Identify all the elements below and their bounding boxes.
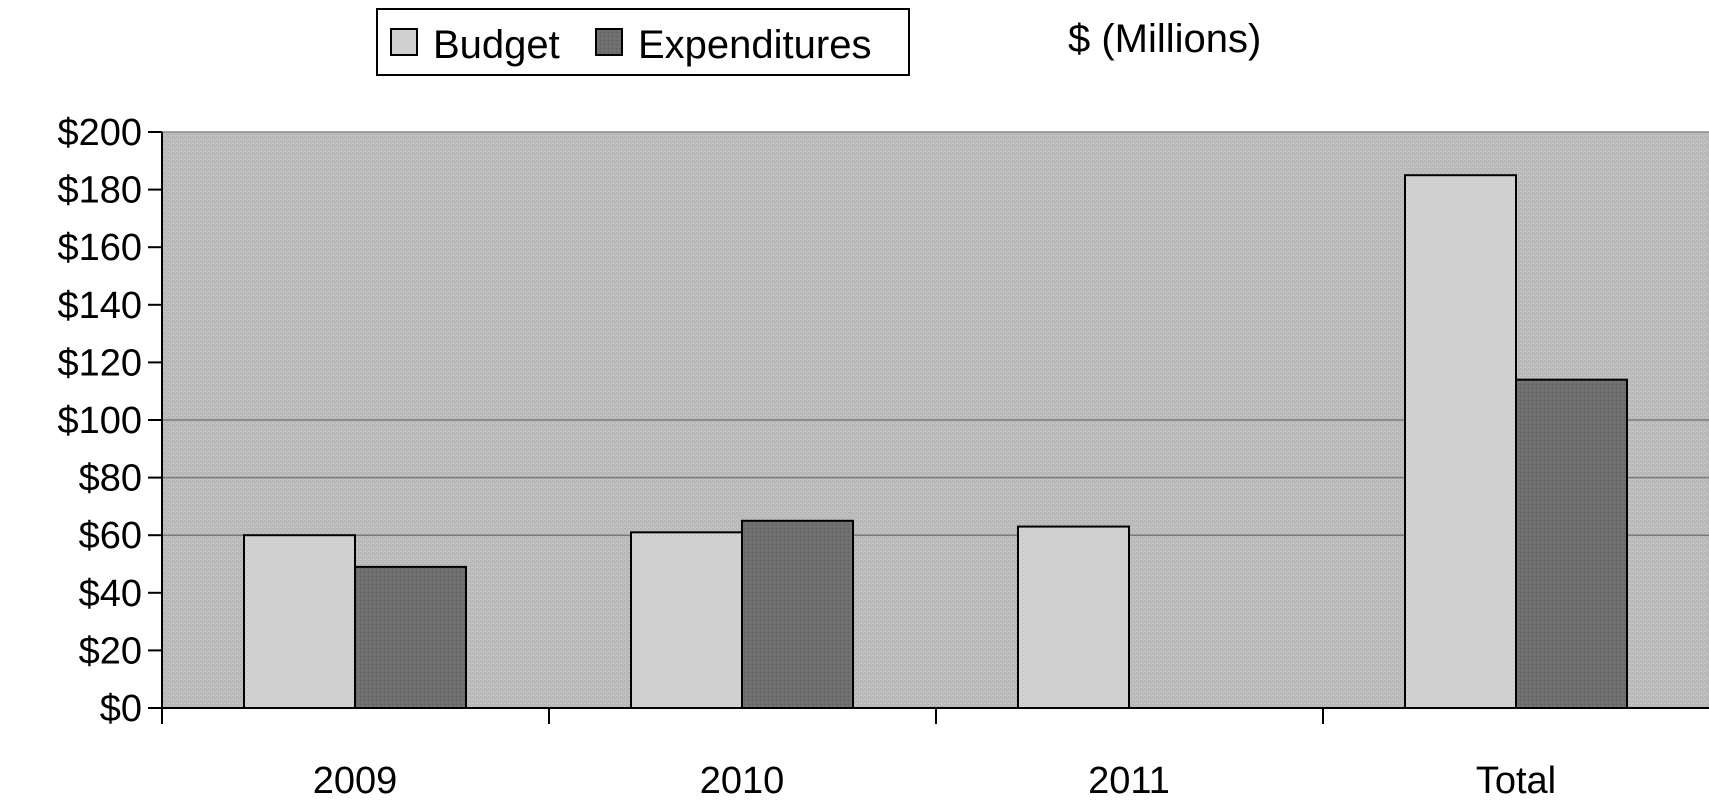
bar-expenditures-total — [1515, 378, 1628, 709]
y-tick-label: $40 — [79, 573, 142, 615]
bar-expenditures-2010 — [741, 519, 854, 709]
y-tick-label: $100 — [57, 400, 142, 442]
bar-budget-2010 — [630, 531, 743, 709]
y-tick-label: $160 — [57, 227, 142, 269]
units-label: $ (Millions) — [1068, 17, 1261, 61]
axes — [148, 131, 1709, 724]
x-tick-label: 2009 — [313, 760, 398, 802]
legend-label-budget: Budget — [433, 23, 560, 67]
legend-swatch-expenditures — [595, 28, 623, 56]
y-tick-label: $140 — [57, 285, 142, 327]
bar-expenditures-2009 — [354, 565, 467, 709]
y-tick-label: $80 — [79, 458, 142, 500]
bar-budget-total — [1404, 174, 1517, 709]
x-tick-labels: 2009 2010 2011 Total — [313, 760, 1556, 802]
y-tick-label: $20 — [79, 630, 142, 672]
y-tick-label: $60 — [79, 515, 142, 557]
bar-budget-2009 — [243, 534, 356, 710]
x-tick-label: 2011 — [1088, 760, 1170, 802]
y-tick-label: $180 — [57, 170, 142, 212]
x-tick-label: Total — [1476, 760, 1556, 802]
y-tick-label: $120 — [57, 342, 142, 384]
bar-budget-2011 — [1017, 525, 1130, 709]
legend-box — [376, 8, 910, 76]
y-tick-label: $0 — [100, 688, 142, 730]
legend-swatch-budget — [390, 28, 418, 56]
y-tick-label: $200 — [57, 112, 142, 154]
legend-label-expenditures: Expenditures — [638, 23, 871, 67]
x-tick-label: 2010 — [700, 760, 785, 802]
y-tick-labels: $0 $20 $40 $60 $80 $100 $120 $140 $160 $180 $200 — [57, 112, 142, 730]
legend: Budget Expenditures — [376, 8, 910, 76]
bars — [243, 174, 1628, 710]
